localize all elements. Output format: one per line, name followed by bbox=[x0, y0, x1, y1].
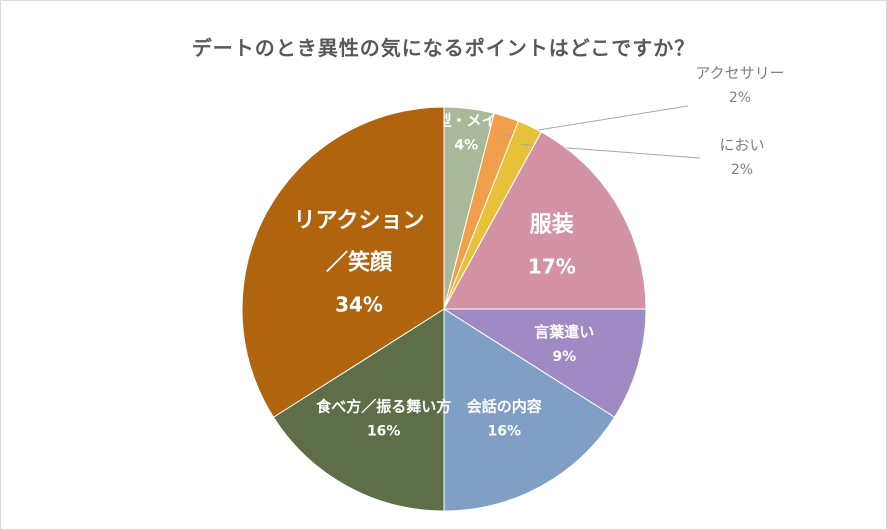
slice-value-label: 17% bbox=[528, 255, 576, 279]
slice-会話の内容 bbox=[443, 308, 616, 512]
slice-label: ／笑顔 bbox=[326, 250, 393, 276]
slice-リアクション-笑顔 bbox=[241, 106, 445, 418]
chart-title: デートのとき異性の気になるポイントはどこですか？ bbox=[191, 36, 696, 60]
slice-label: 服装 bbox=[530, 213, 574, 238]
slice-value-label: 16% bbox=[367, 424, 401, 440]
slice-value-label: 4% bbox=[454, 138, 478, 154]
slice-label: 言葉遣い bbox=[534, 323, 594, 341]
slice-value-label: 16% bbox=[488, 424, 522, 440]
slice-label: 会話の内容 bbox=[467, 398, 542, 416]
slice-value-label: 34% bbox=[335, 293, 383, 317]
slice-value-label: 2% bbox=[729, 90, 751, 106]
slice-label: 食べ方／振る舞い方 bbox=[316, 398, 451, 416]
slice-食べ方-振る舞い方 bbox=[272, 308, 445, 512]
slice-label: アクセサリー bbox=[695, 64, 784, 82]
slice-value-label: 9% bbox=[552, 349, 576, 365]
slice-服装 bbox=[443, 131, 647, 310]
slice-label: リアクション bbox=[294, 209, 425, 234]
slice-value-label: 2% bbox=[731, 162, 753, 178]
slice-label: におい bbox=[719, 136, 764, 154]
slice-言葉遣い bbox=[442, 308, 647, 418]
